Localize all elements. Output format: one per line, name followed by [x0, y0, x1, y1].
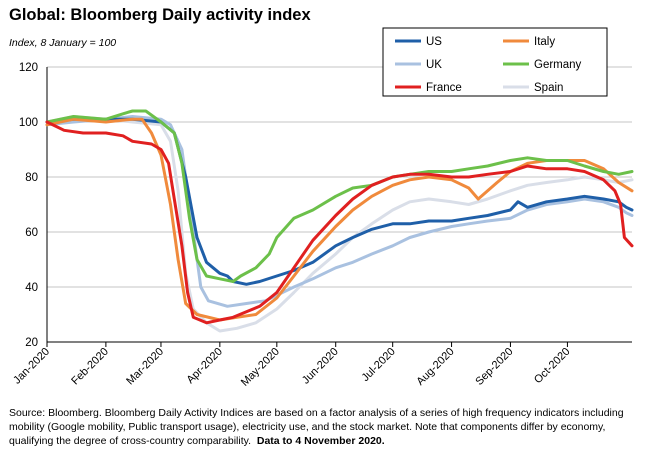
chart-subtitle: Index, 8 January = 100	[9, 37, 117, 49]
legend-label-france: France	[426, 82, 462, 94]
line-chart: 20 40 60 80 100 120 Jan-2020 Feb-2020 Mar-2020 Ap…	[11, 27, 634, 389]
source-text: Source: Bloomberg. Bloomberg Daily Activ…	[9, 407, 624, 447]
grid-lines	[47, 66, 632, 288]
series-line-italy	[45, 117, 634, 322]
series-line-spain	[45, 115, 634, 333]
legend-box	[382, 27, 608, 97]
x-tick-label: Sep-2020	[473, 346, 515, 388]
y-tick-label: 120	[19, 62, 38, 74]
x-tick-label: Aug-2020	[414, 346, 456, 388]
series-line-germany	[45, 109, 634, 283]
legend-label-italy: Italy	[534, 36, 555, 48]
legend: US Italy UK Germany France Spain	[382, 27, 608, 97]
x-tick-label: Apr-2020	[184, 346, 224, 386]
series-lines	[45, 109, 634, 333]
legend-label-germany: Germany	[534, 59, 582, 71]
source-data-date: Data to 4 November 2020.	[256, 435, 385, 447]
legend-label-spain: Spain	[534, 82, 563, 94]
y-tick-label: 40	[25, 282, 38, 294]
x-tick-label: Jan-2020	[11, 346, 52, 387]
series-line-france	[45, 120, 634, 325]
x-tick-label: Feb-2020	[69, 346, 111, 388]
y-tick-label: 80	[25, 172, 38, 184]
y-tick-label: 60	[25, 227, 38, 239]
x-tick-label: May-2020	[239, 346, 282, 389]
legend-label-uk: UK	[426, 59, 442, 71]
legend-label-us: US	[426, 36, 442, 48]
y-tick-label: 20	[25, 337, 38, 349]
x-tick-label: Oct-2020	[532, 346, 572, 386]
chart-title: Global: Bloomberg Daily activity index	[9, 6, 311, 24]
source-note: Source: Bloomberg. Bloomberg Daily Activ…	[9, 406, 641, 448]
axes: 20 40 60 80 100 120 Jan-2020 Feb-2020 Mar-2020 Ap…	[11, 62, 632, 389]
x-tick-label: Mar-2020	[124, 346, 166, 388]
x-tick-label: Jun-2020	[300, 346, 341, 387]
y-tick-label: 100	[19, 117, 38, 129]
series-line-us	[45, 117, 634, 286]
x-tick-label: Jul-2020	[359, 346, 397, 384]
